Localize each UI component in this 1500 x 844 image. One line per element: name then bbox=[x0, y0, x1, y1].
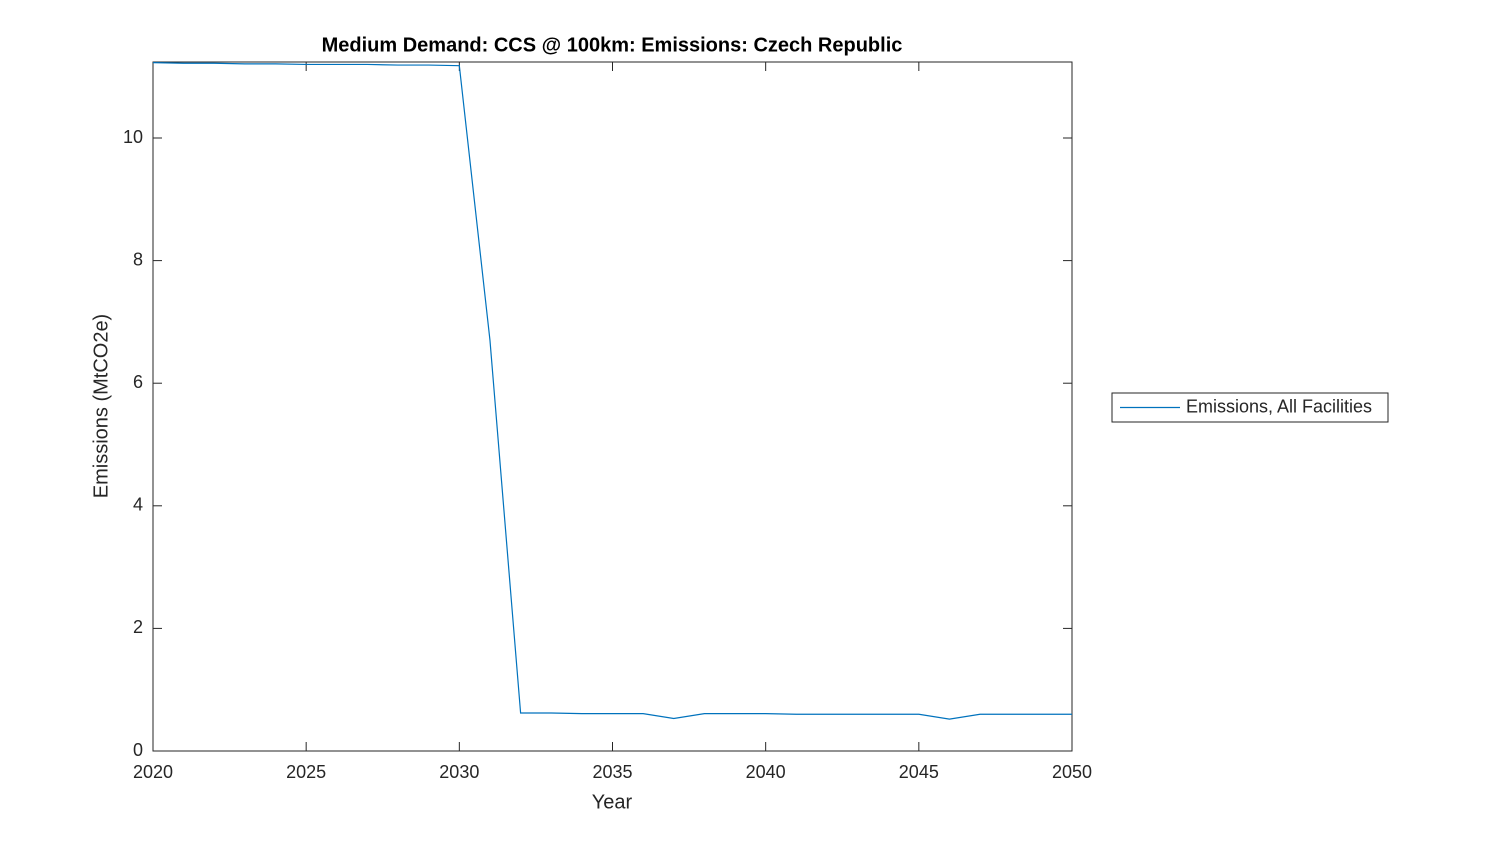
x-tick-label: 2050 bbox=[1052, 762, 1092, 782]
y-tick-label: 0 bbox=[133, 740, 143, 760]
x-tick-label: 2040 bbox=[746, 762, 786, 782]
x-tick-label: 2025 bbox=[286, 762, 326, 782]
x-tick-label: 2030 bbox=[439, 762, 479, 782]
plot-frame bbox=[152, 61, 1073, 752]
x-tick-label: 2035 bbox=[592, 762, 632, 782]
legend: Emissions, All Facilities bbox=[1111, 392, 1389, 423]
y-tick-label: 2 bbox=[133, 617, 143, 637]
y-tick-label: 10 bbox=[123, 127, 143, 147]
chart-title: Medium Demand: CCS @ 100km: Emissions: C… bbox=[322, 34, 903, 56]
x-axis-label: Year bbox=[592, 791, 633, 813]
legend-label: Emissions, All Facilities bbox=[1186, 396, 1372, 416]
x-tick-label: 2045 bbox=[899, 762, 939, 782]
y-tick-label: 4 bbox=[133, 495, 143, 515]
y-tick-label: 8 bbox=[133, 249, 143, 269]
y-tick-label: 6 bbox=[133, 372, 143, 392]
y-axis-label: Emissions (MtCO2e) bbox=[90, 314, 112, 498]
data-line bbox=[152, 62, 1072, 720]
x-tick-label: 2020 bbox=[133, 762, 173, 782]
